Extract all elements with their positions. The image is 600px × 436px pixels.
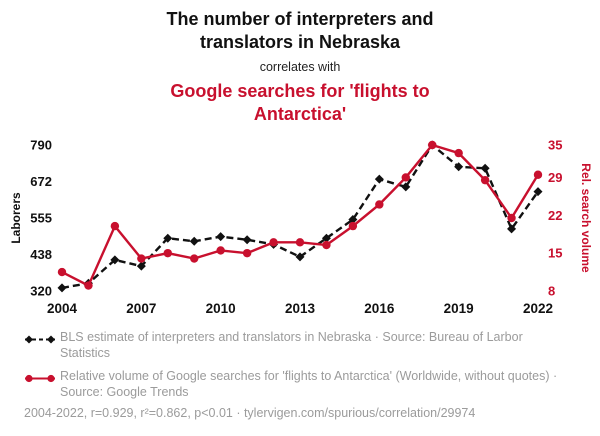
diamond-marker: [321, 233, 331, 243]
circle-marker: [216, 246, 225, 255]
right-axis-tick: 35: [548, 138, 562, 153]
chart-svg: 320 438 555 672 790 8 15 22 29 35 2004 2007 2010 2013…: [30, 138, 562, 317]
black-dashed-diamond-line-icon: [24, 329, 60, 350]
circle-marker: [269, 238, 278, 247]
x-axis-tick: 2016: [364, 301, 395, 316]
legend-row-laborers: BLS estimate of interpreters and transla…: [24, 329, 600, 362]
circle-marker: [84, 281, 93, 290]
diamond-marker: [374, 174, 384, 184]
diamond-marker: [216, 232, 226, 242]
diamond-marker: [533, 187, 543, 197]
chart-title: The number of interpreters and translato…: [166, 9, 434, 52]
x-axis-tick: 2007: [126, 301, 156, 316]
diamond-marker: [189, 236, 199, 246]
left-axis-tick: 790: [30, 138, 52, 153]
right-axis-tick: 15: [548, 246, 562, 261]
red-solid-circle-line-icon: [24, 368, 60, 389]
left-axis-tick: 672: [30, 174, 52, 189]
diamond-marker: [242, 235, 252, 245]
diamond-marker: [507, 224, 517, 234]
right-axis-tick: 22: [548, 208, 562, 223]
right-axis-tick: 8: [548, 284, 555, 299]
chart-header: The number of interpreters and translato…: [0, 0, 600, 125]
left-axis-title: Laborers: [9, 192, 23, 244]
legend: BLS estimate of interpreters and transla…: [24, 329, 600, 400]
legend-row-searches: Relative volume of Google searches for '…: [24, 368, 600, 401]
diamond-marker: [57, 283, 67, 293]
x-axis-tick: 2022: [523, 301, 553, 316]
left-axis-tick: 555: [30, 211, 52, 226]
right-axis-tick: 29: [548, 170, 562, 185]
circle-marker: [190, 254, 199, 263]
circle-marker: [57, 267, 67, 277]
circle-marker: [401, 173, 410, 182]
diamond-marker: [136, 261, 146, 271]
diamond-marker: [401, 182, 411, 192]
left-axis-tick: 438: [30, 247, 52, 262]
x-axis-tick: 2004: [47, 301, 78, 316]
circle-marker: [137, 254, 146, 263]
stats-footer: 2004-2022, r=0.929, r²=0.862, p<0.01 · t…: [24, 406, 476, 420]
series-line-dashed: [61, 143, 539, 290]
diamond-marker: [295, 252, 305, 262]
circle-marker: [322, 240, 331, 250]
legend-text-searches: Relative volume of Google searches for '…: [60, 368, 558, 399]
x-axis-tick: 2013: [285, 301, 316, 316]
x-axis-tick: 2010: [206, 301, 236, 316]
diamond-marker: [480, 163, 490, 173]
correlates-with-label: correlates with: [259, 60, 341, 74]
circle-marker: [295, 238, 305, 247]
diamond-marker: [454, 162, 464, 172]
legend-text-laborers: BLS estimate of interpreters and transla…: [60, 330, 523, 361]
circle-marker: [454, 148, 463, 158]
circle-marker: [507, 213, 516, 223]
diamond-marker: [348, 215, 358, 225]
circle-marker: [242, 248, 252, 258]
x-axis-tick: 2019: [444, 301, 474, 316]
left-axis-tick: 320: [30, 284, 52, 299]
circle-marker: [428, 140, 437, 150]
chart-area: Laborers Rel. search volume 320 438 555 672…: [0, 131, 600, 319]
circle-marker: [375, 200, 384, 209]
circle-marker: [348, 221, 358, 231]
right-axis-title: Rel. search volume: [579, 163, 593, 273]
chart-subtitle: Google searches for 'flights to Antarcti…: [170, 81, 430, 124]
circle-marker: [533, 170, 543, 179]
diamond-marker: [163, 233, 173, 243]
circle-marker: [480, 175, 490, 185]
circle-marker: [110, 221, 120, 231]
circle-marker: [163, 248, 172, 258]
